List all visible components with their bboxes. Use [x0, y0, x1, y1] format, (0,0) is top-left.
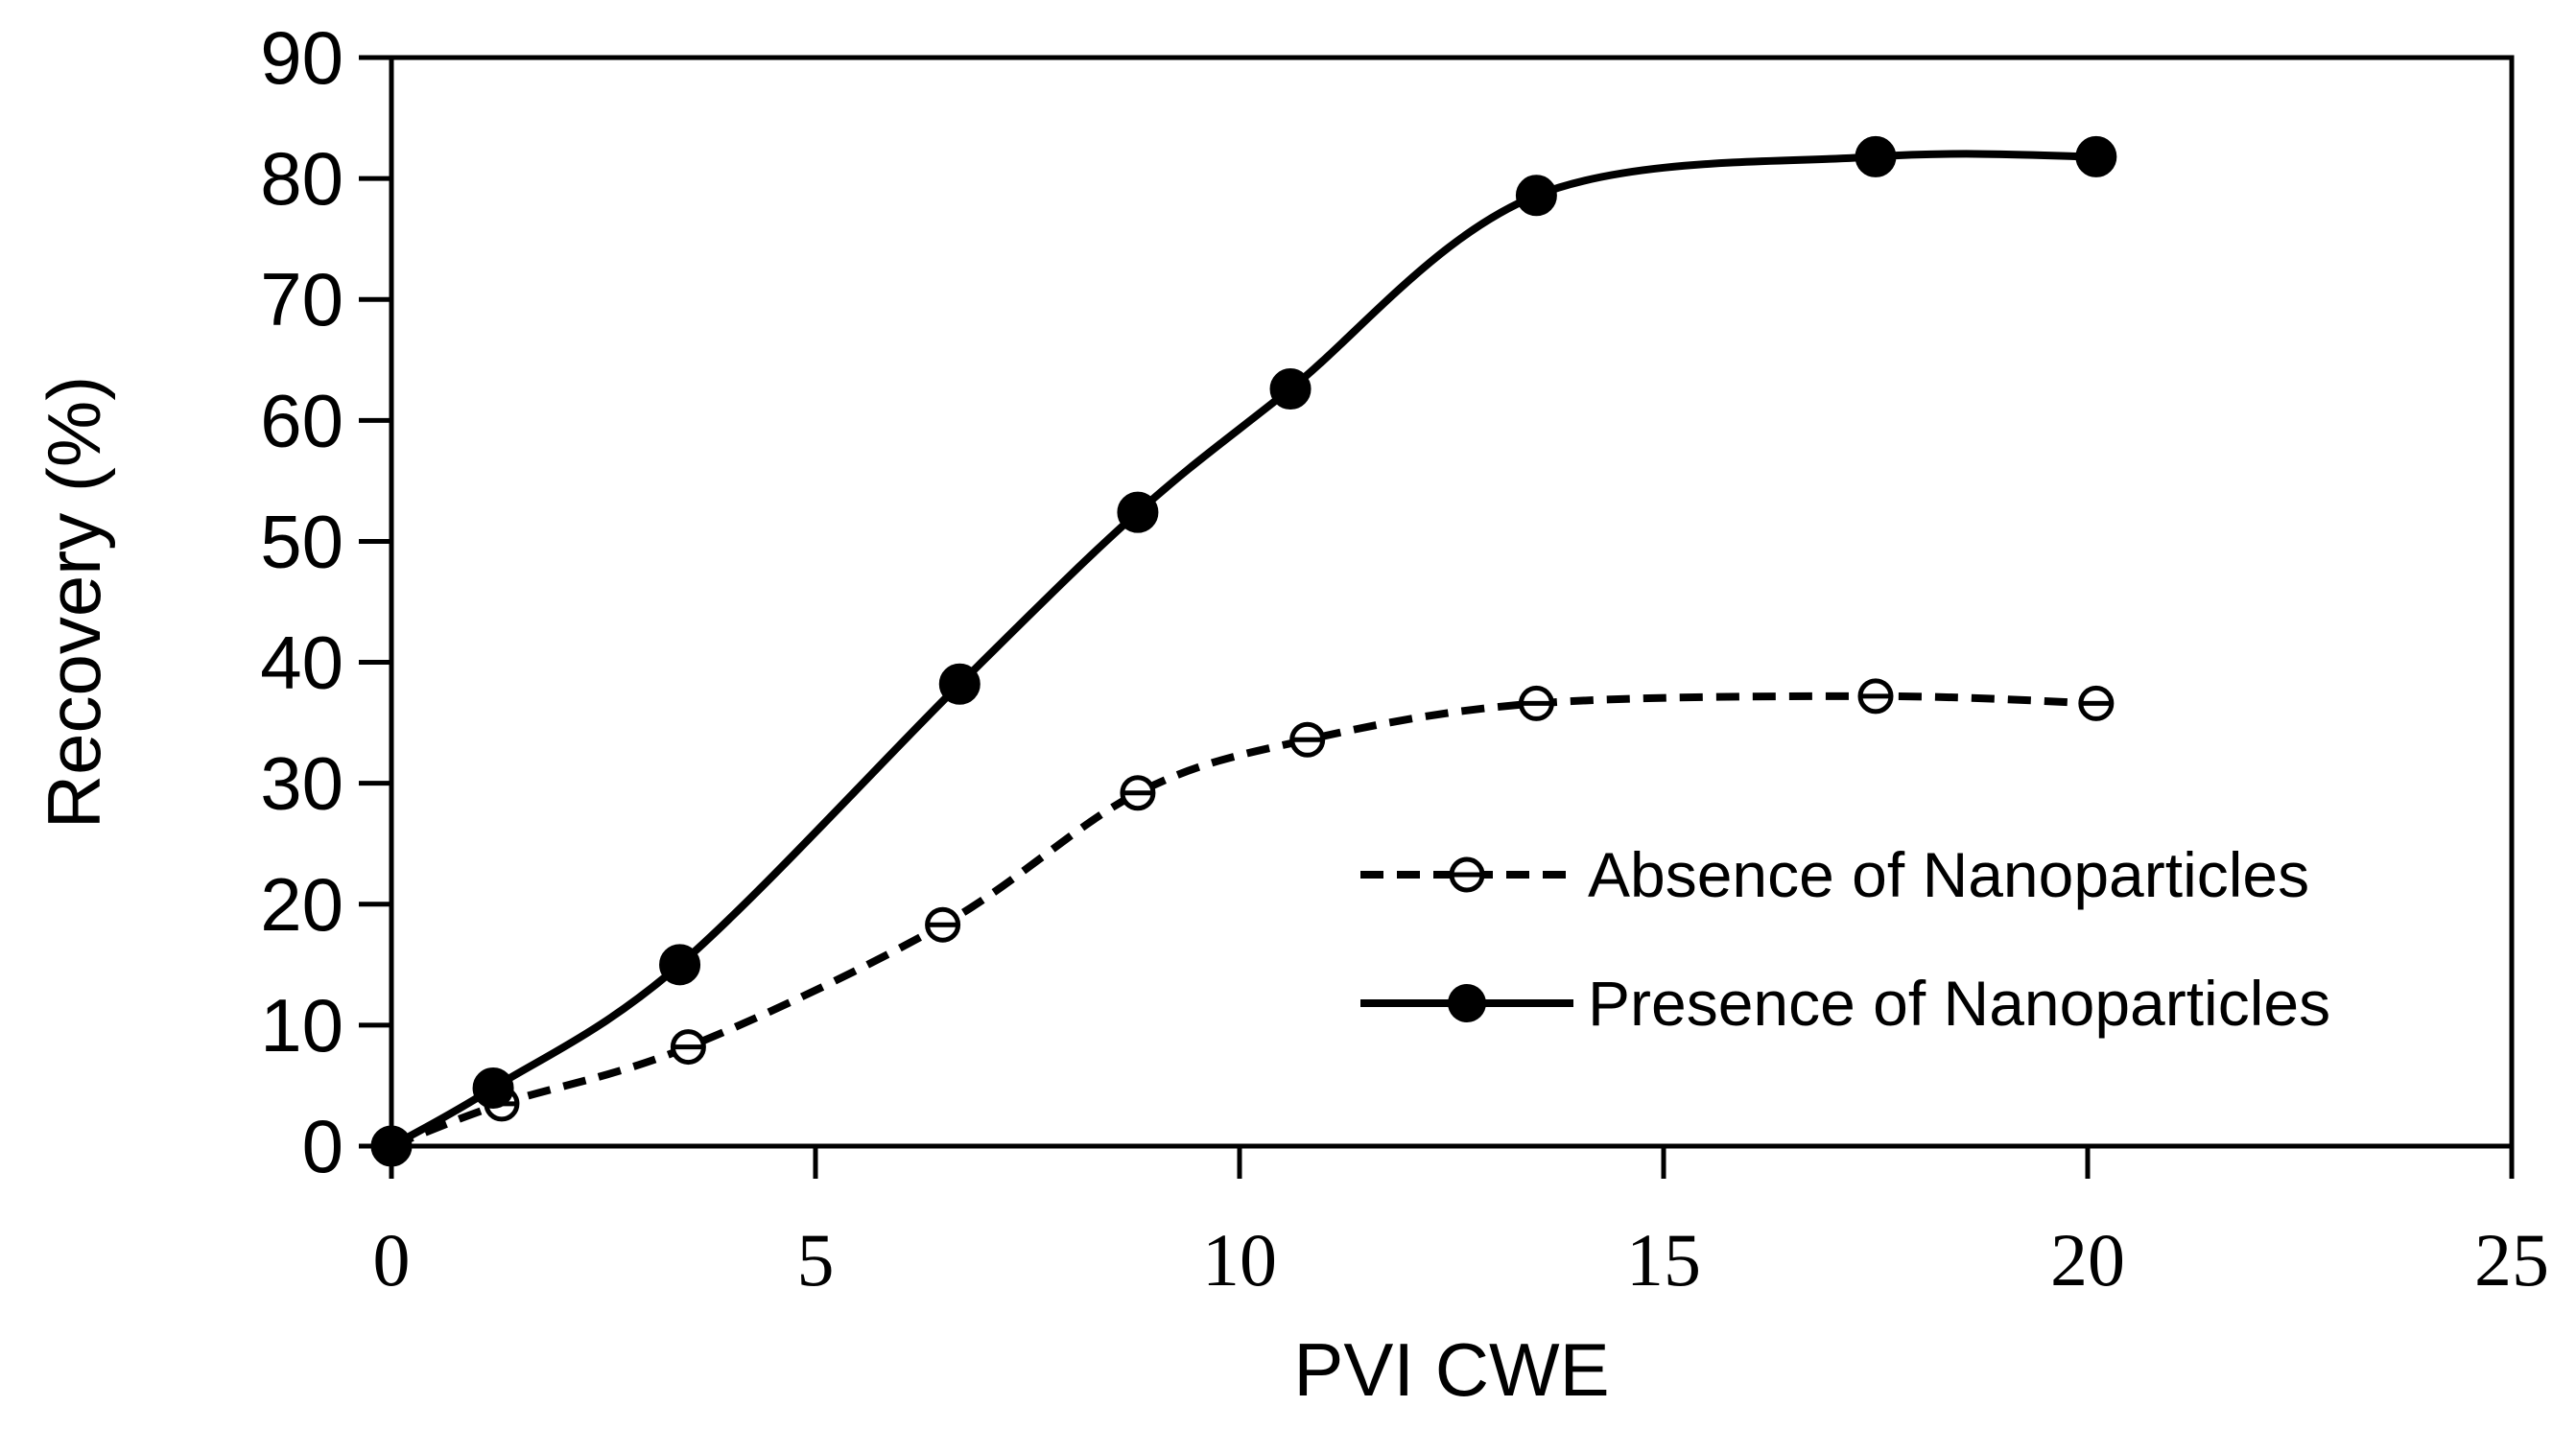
data-point — [370, 1125, 413, 1167]
legend-label: Absence of Nanoparticles — [1588, 839, 2309, 910]
y-axis: 0 10 20 30 40 50 60 70 80 90 — [260, 15, 391, 1188]
x-tick-label: 15 — [1626, 1218, 1701, 1301]
series-layer — [370, 135, 2117, 1167]
x-tick-label: 20 — [2050, 1218, 2125, 1301]
x-tick-label: 25 — [2474, 1218, 2549, 1301]
series-1 — [373, 678, 2115, 1164]
y-tick-label: 60 — [260, 378, 343, 462]
x-tick-label: 5 — [797, 1218, 835, 1301]
legend-item-1: Absence of Nanoparticles — [1360, 839, 2309, 910]
x-axis-title: PVI CWE — [1293, 1327, 1609, 1412]
data-point — [472, 1067, 514, 1109]
series-2 — [370, 135, 2117, 1167]
series-line — [390, 692, 2096, 1150]
y-tick-label: 70 — [260, 257, 343, 341]
y-axis-title: Recovery (%) — [32, 376, 116, 829]
y-tick-label: 10 — [260, 983, 343, 1067]
data-point — [1515, 175, 1557, 217]
data-point — [2075, 135, 2117, 177]
legend-marker — [1448, 984, 1486, 1022]
data-point — [1117, 491, 1159, 533]
data-point — [1855, 135, 1897, 177]
y-tick-label: 30 — [260, 741, 343, 826]
y-tick-label: 40 — [260, 621, 343, 705]
data-point — [938, 663, 981, 705]
legend-item-2: Presence of Nanoparticles — [1360, 968, 2330, 1039]
data-point — [659, 944, 701, 986]
x-tick-label: 10 — [1202, 1218, 1277, 1301]
plot-area — [389, 55, 2515, 1149]
y-tick-label: 0 — [302, 1104, 343, 1188]
x-tick-label: 0 — [373, 1218, 411, 1301]
y-tick-label: 80 — [260, 136, 343, 221]
x-axis: 0 5 10 15 20 25 — [373, 1146, 2549, 1301]
legend: Absence of Nanoparticles Presence of Nano… — [1360, 839, 2330, 1039]
data-point — [1269, 368, 1312, 410]
y-tick-label: 90 — [260, 15, 343, 100]
y-tick-label: 50 — [260, 499, 343, 583]
y-tick-label: 20 — [260, 862, 343, 947]
legend-label: Presence of Nanoparticles — [1588, 968, 2330, 1039]
